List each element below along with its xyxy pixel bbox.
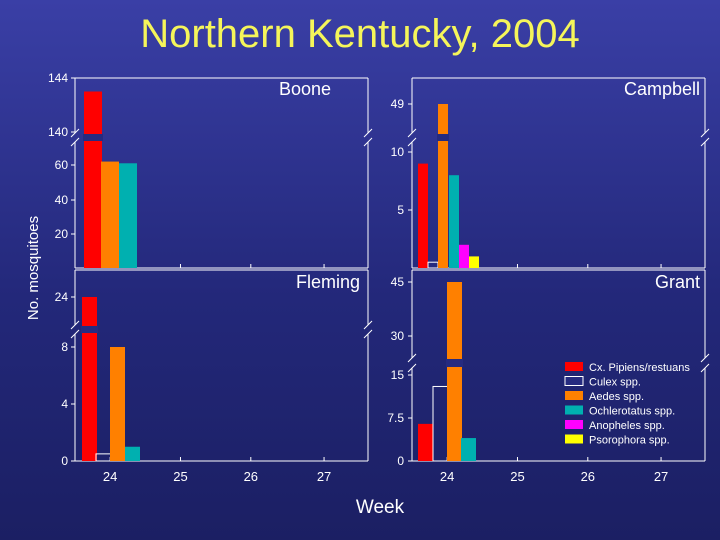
panel-boone-bar-aedes-spp- [101,161,119,268]
panel-boone-title: Boone [279,79,331,99]
panel-campbell-bar-culex-spp- [427,261,439,269]
legend-label-aedes-spp-: Aedes spp. [589,391,644,403]
panel-campbell-bar-cx-pipiens-restuans [418,163,428,268]
panel-boone-break-mark [70,128,80,138]
panel-grant-tick-label: 45 [391,275,405,289]
panel-fleming-break-mark [70,320,80,330]
panel-campbell-title: Campbell [624,79,700,99]
panel-grant-bar-cx-pipiens-restuans [418,423,433,461]
panel-grant-bar-aedes-spp- [447,282,462,461]
legend-label-cx-pipiens-restuans: Cx. Pipiens/restuans [589,362,690,374]
panel-campbell-bar-ochlerotatus-spp- [449,175,459,268]
panel-fleming-tick-label: 4 [61,397,68,411]
legend-swatch-ochlerotatus-spp- [565,405,583,415]
panel-boone-break-mark [363,128,373,138]
panel-campbell-break-mark [407,128,417,138]
panel-campbell-bar-anopheles-spp- [459,244,469,268]
panel-fleming-break-mark [363,329,373,339]
panel-fleming-tick-label: 24 [55,290,69,304]
legend-swatch-anopheles-spp- [565,420,583,429]
panel-fleming-tick-label: 0 [61,454,68,468]
x-tick-label-week-24: 24 [103,469,117,484]
panel-fleming-bar-break-gap [81,326,98,333]
panel-boone-bar-cx-pipiens-restuans [84,91,102,268]
panel-grant-bar-culex-spp- [432,385,449,462]
panel-grant-bar-ochlerotatus-spp- [461,438,476,461]
legend-swatch-psorophora-spp- [565,434,583,444]
chart-title: Northern Kentucky, 2004 [140,12,580,56]
panel-fleming-title: Fleming [296,272,360,292]
panel-campbell-break-mark [407,137,417,147]
panel-boone-tick-label: 144 [48,71,68,85]
panel-grant-break-mark [407,353,417,363]
panel-boone-break-mark [363,137,373,147]
panel-grant-tick-label: 7.5 [387,411,404,425]
panel-campbell-tick-label: 10 [391,145,405,159]
legend-label-anopheles-spp-: Anopheles spp. [589,420,665,432]
panel-campbell-bar-break-gap [437,134,449,141]
panel-fleming-bar-aedes-spp- [110,347,125,461]
panel-campbell-break-mark [700,128,710,138]
legend-swatch-culex-spp- [564,376,584,386]
panel-grant-tick-label: 0 [397,454,404,468]
x-tick-label-week-26: 26 [244,469,258,484]
panel-campbell-break-mark [700,137,710,147]
panel-fleming-tick-label: 8 [61,340,68,354]
panel-boone-tick-label: 140 [48,125,68,139]
panel-boone-bar-ochlerotatus-spp- [119,163,137,268]
x-tick-label-week-26: 26 [581,469,595,484]
panel-boone-bar-break-gap [83,134,103,141]
panel-grant-tick-label: 15 [391,368,405,382]
x-tick-label-week-24: 24 [440,469,454,484]
panel-fleming-bar-ochlerotatus-spp- [125,446,140,461]
panel-grant-break-mark [700,363,710,373]
legend-label-ochlerotatus-spp-: Ochlerotatus spp. [589,406,675,418]
panel-fleming-bar-cx-pipiens-restuans [82,297,97,461]
y-axis-title: No. mosquitoes [25,216,42,320]
panel-grant-break-mark [407,363,417,373]
panel-campbell-bar-psorophora-spp- [469,256,479,268]
panel-campbell-bar-aedes-spp- [438,104,448,268]
panel-fleming-bar-culex-spp- [95,453,112,462]
panel-boone-tick-label: 60 [55,158,69,172]
panel-boone-tick-label: 40 [55,193,69,207]
panel-grant-title: Grant [655,272,700,292]
x-tick-label-week-25: 25 [173,469,187,484]
legend-label-psorophora-spp-: Psorophora spp. [589,435,670,447]
panel-campbell-tick-label: 49 [391,97,405,111]
x-axis-title: Week [356,497,405,518]
legend-label-culex-spp-: Culex spp. [589,377,641,389]
panel-fleming-break-mark [363,320,373,330]
panel-campbell-tick-label: 5 [397,203,404,217]
x-tick-label-week-27: 27 [317,469,331,484]
legend-swatch-aedes-spp- [565,391,583,400]
x-tick-label-week-25: 25 [510,469,524,484]
x-tick-label-week-27: 27 [654,469,668,484]
panel-grant-tick-label: 30 [391,329,405,343]
panel-grant-break-mark [700,353,710,363]
panel-boone-break-mark [70,137,80,147]
panel-grant-bar-break-gap [446,359,463,367]
legend-swatch-cx-pipiens-restuans [565,362,583,371]
panel-fleming-break-mark [70,329,80,339]
panel-boone-tick-label: 20 [55,227,69,241]
